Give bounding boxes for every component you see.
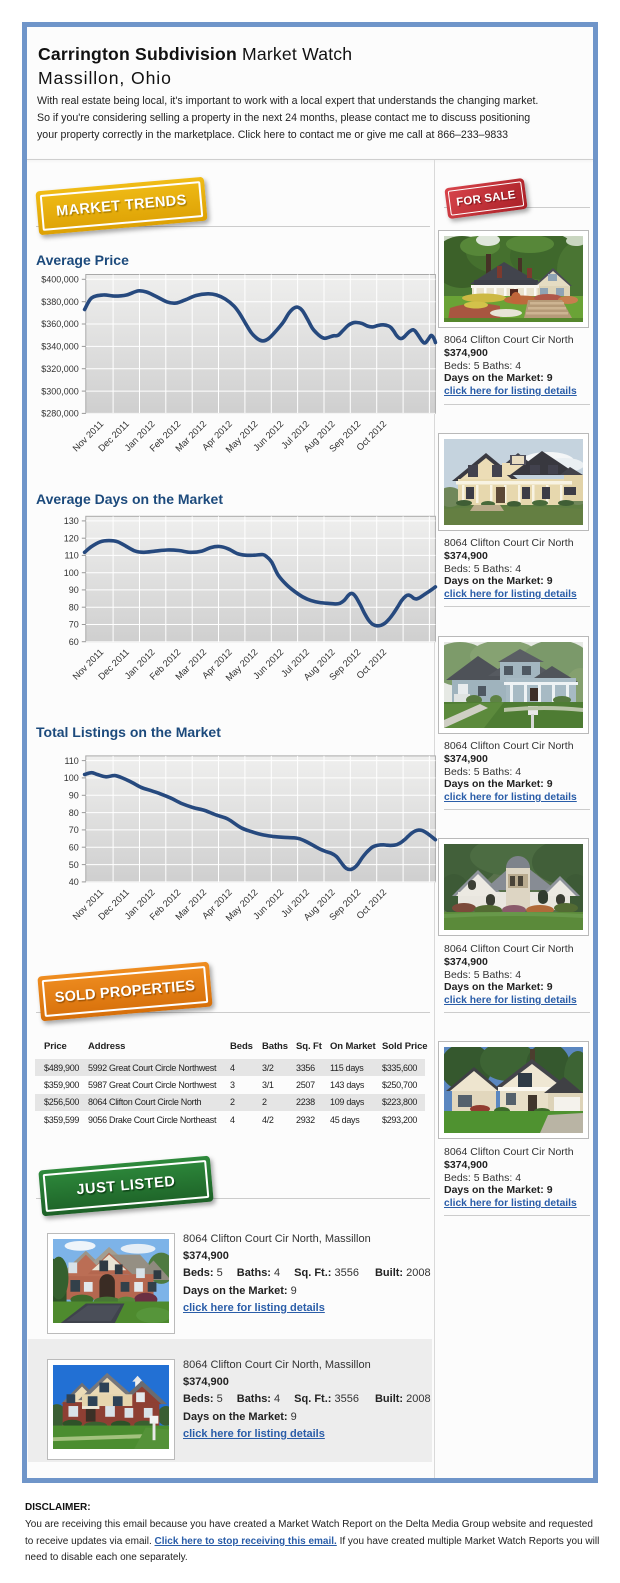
- svg-text:$300,000: $300,000: [41, 386, 79, 396]
- svg-text:110: 110: [64, 551, 78, 561]
- svg-text:$340,000: $340,000: [41, 342, 79, 352]
- svg-text:70: 70: [69, 620, 79, 630]
- svg-text:60: 60: [69, 637, 79, 647]
- svg-text:$280,000: $280,000: [41, 409, 79, 419]
- svg-text:90: 90: [69, 585, 79, 595]
- svg-text:40: 40: [69, 877, 79, 887]
- svg-text:50: 50: [69, 860, 79, 870]
- svg-text:$400,000: $400,000: [41, 275, 79, 285]
- svg-text:$320,000: $320,000: [41, 364, 79, 374]
- svg-text:100: 100: [64, 773, 79, 783]
- svg-text:$380,000: $380,000: [41, 297, 79, 307]
- svg-text:120: 120: [64, 533, 79, 543]
- svg-text:130: 130: [64, 516, 79, 526]
- svg-text:90: 90: [69, 791, 79, 801]
- svg-text:80: 80: [69, 602, 79, 612]
- svg-text:80: 80: [69, 808, 79, 818]
- svg-text:70: 70: [69, 825, 79, 835]
- svg-text:60: 60: [69, 843, 79, 853]
- svg-text:110: 110: [64, 756, 78, 766]
- svg-text:$360,000: $360,000: [41, 319, 79, 329]
- svg-text:100: 100: [64, 568, 79, 578]
